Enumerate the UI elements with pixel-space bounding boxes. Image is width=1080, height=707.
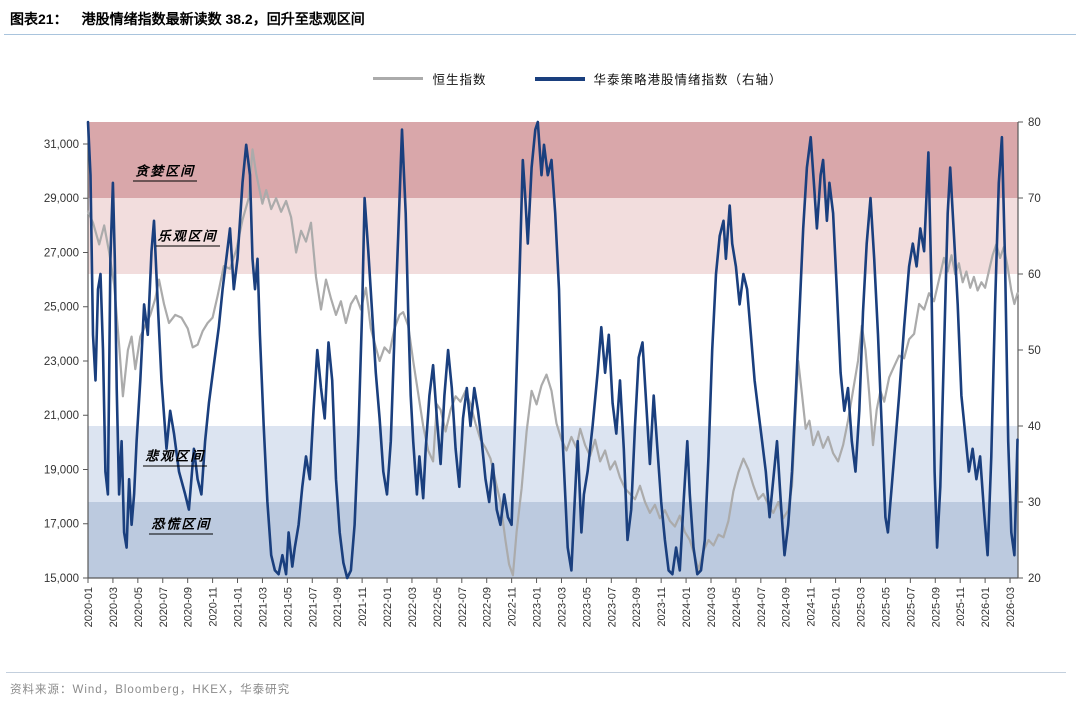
x-axis-tick-label: 2022-11 — [507, 587, 519, 627]
x-axis-tick-label: 2026-03 — [1005, 587, 1017, 627]
x-axis-tick-label: 2020-01 — [83, 587, 95, 627]
legend-item-0: 恒生指数 — [373, 69, 486, 88]
right-axis-tick-label: 80 — [1028, 117, 1041, 129]
x-axis-tick-label: 2020-09 — [183, 587, 195, 627]
figure-label: 图表21： — [10, 11, 68, 27]
zone-label-1: 乐观区间 — [155, 226, 220, 247]
x-axis-tick-label: 2020-11 — [208, 587, 220, 627]
left-axis-tick-label: 19,000 — [44, 464, 79, 476]
right-axis-tick-label: 60 — [1028, 269, 1041, 281]
x-axis-tick-label: 2023-05 — [581, 587, 593, 627]
x-axis-tick-label: 2023-11 — [656, 587, 668, 627]
x-axis-tick-label: 2020-05 — [133, 587, 145, 627]
footer-divider — [6, 672, 1066, 673]
x-axis-tick-label: 2024-07 — [756, 587, 768, 627]
zone-label-2: 悲观区间 — [143, 446, 208, 467]
x-axis-tick-label: 2025-11 — [955, 587, 967, 627]
x-axis-tick-label: 2024-03 — [706, 587, 718, 627]
x-axis-tick-label: 2022-03 — [407, 587, 419, 627]
right-axis-tick-label: 30 — [1028, 497, 1041, 509]
sentiment-index-chart: 15,000 17,000 19,000 21,000 23,000 25,000 27,0… — [44, 117, 1041, 627]
zone-label-3: 恐慌区间 — [149, 514, 214, 535]
title-divider — [4, 34, 1076, 35]
x-axis-tick-label: 2025-03 — [856, 587, 868, 627]
legend-line-swatch — [534, 76, 585, 81]
x-axis-tick-label: 2022-05 — [432, 587, 444, 627]
left-axis-tick-label: 15,000 — [44, 573, 79, 585]
chart-area: 15,000 17,000 19,000 21,000 23,000 25,000 27,0… — [44, 117, 1041, 627]
x-axis-tick-label: 2023-07 — [606, 587, 618, 627]
x-axis-tick-label: 2026-01 — [980, 587, 992, 627]
zone-band — [88, 426, 1018, 502]
legend-label: 华泰策略港股情绪指数（右轴） — [593, 73, 783, 87]
x-axis-tick-label: 2022-09 — [482, 587, 494, 627]
x-axis-tick-label: 2020-03 — [108, 587, 120, 627]
zone-band — [88, 502, 1018, 578]
left-axis-tick-label: 31,000 — [44, 139, 79, 151]
legend-line-swatch — [373, 77, 424, 80]
x-axis-tick-label: 2023-09 — [631, 587, 643, 627]
zone-band — [88, 198, 1018, 274]
left-axis-tick-label: 27,000 — [44, 247, 79, 259]
x-axis-tick-label: 2020-07 — [158, 587, 170, 627]
left-axis-tick-label: 25,000 — [44, 302, 79, 314]
right-axis-tick-label: 50 — [1028, 345, 1041, 357]
left-axis-tick-label: 23,000 — [44, 356, 79, 368]
series-line-1 — [86, 120, 1019, 580]
x-axis-tick-label: 2021-05 — [282, 587, 294, 627]
x-axis-tick-label: 2024-09 — [781, 587, 793, 627]
x-axis-tick-label: 2023-01 — [532, 587, 544, 627]
left-axis-tick-label: 21,000 — [44, 410, 79, 422]
x-axis-tick-label: 2022-01 — [382, 587, 394, 627]
left-axis-tick-label: 29,000 — [44, 193, 79, 205]
legend-item-1: 华泰策略港股情绪指数（右轴） — [534, 69, 783, 88]
x-axis-tick-label: 2021-01 — [233, 587, 245, 627]
x-axis-tick-label: 2024-01 — [681, 587, 693, 627]
x-axis-tick-label: 2024-11 — [806, 587, 818, 627]
right-axis-tick-label: 70 — [1028, 193, 1041, 205]
x-axis-tick-label: 2021-09 — [332, 587, 344, 627]
x-axis-tick-label: 2021-11 — [357, 587, 369, 627]
figure-title: 图表21： 港股情绪指数最新读数 38.2，回升至悲观区间 — [10, 9, 365, 29]
zone-label-0: 贪婪区间 — [133, 160, 198, 182]
figure-title-text: 港股情绪指数最新读数 38.2，回升至悲观区间 — [81, 11, 365, 27]
x-axis-tick-label: 2021-03 — [257, 587, 269, 627]
x-axis-tick-label: 2025-05 — [880, 587, 892, 627]
x-axis-tick-label: 2025-07 — [905, 587, 917, 627]
source-note: 资料来源：Wind，Bloomberg，HKEX，华泰研究 — [10, 684, 291, 696]
right-axis-tick-label: 20 — [1028, 573, 1041, 585]
x-axis-tick-label: 2025-01 — [831, 587, 843, 627]
legend: 恒生指数 华泰策略港股情绪指数（右轴） — [38, 69, 1080, 88]
right-axis-tick-label: 40 — [1028, 421, 1041, 433]
x-axis-tick-label: 2023-03 — [556, 587, 568, 627]
left-axis-tick-label: 17,000 — [44, 519, 79, 531]
legend-label: 恒生指数 — [432, 73, 487, 87]
x-axis-tick-label: 2021-07 — [307, 587, 319, 627]
x-axis-tick-label: 2025-09 — [930, 587, 942, 627]
x-axis-tick-label: 2022-07 — [457, 587, 469, 627]
x-axis-tick-label: 2024-05 — [731, 587, 743, 627]
